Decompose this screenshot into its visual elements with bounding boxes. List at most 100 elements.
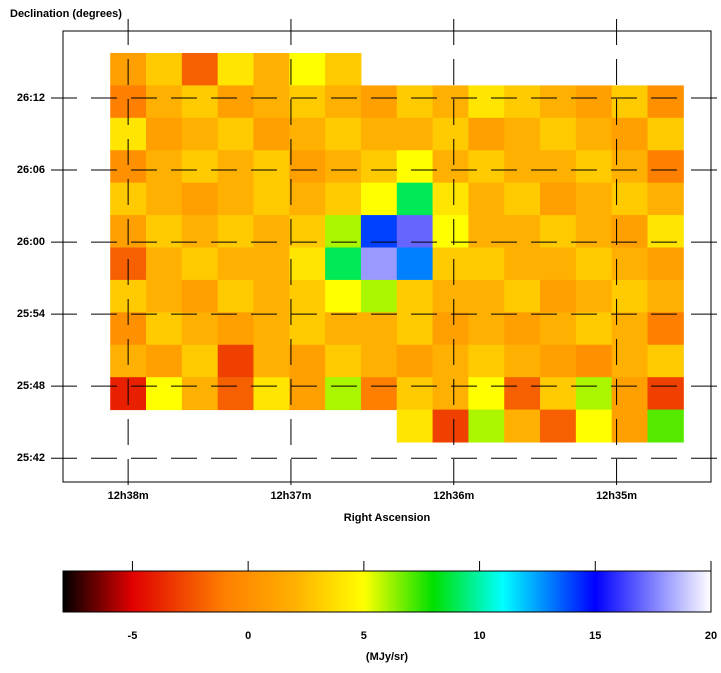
pixel bbox=[181, 247, 219, 281]
pixel bbox=[253, 344, 290, 378]
pixel bbox=[217, 182, 254, 216]
pixel bbox=[611, 409, 649, 443]
pixel bbox=[575, 409, 613, 443]
pixel bbox=[575, 279, 613, 313]
pixel bbox=[611, 377, 649, 411]
pixel bbox=[432, 215, 469, 248]
colorbar-tick-label: 0 bbox=[245, 630, 251, 642]
colorbar-tick-label: 15 bbox=[589, 630, 601, 642]
pixel bbox=[432, 409, 469, 443]
pixel bbox=[396, 117, 434, 151]
pixel bbox=[504, 279, 541, 313]
pixel bbox=[432, 117, 469, 151]
pixel bbox=[325, 312, 362, 346]
pixel bbox=[289, 117, 326, 151]
pixel bbox=[181, 377, 219, 411]
pixel bbox=[540, 247, 577, 281]
pixel bbox=[396, 150, 434, 184]
pixel bbox=[432, 344, 469, 378]
pixel bbox=[540, 409, 577, 443]
pixel bbox=[325, 117, 362, 151]
pixel bbox=[647, 215, 684, 248]
pixel bbox=[217, 247, 254, 281]
pixel bbox=[432, 150, 469, 184]
pixel bbox=[360, 344, 398, 378]
pixel bbox=[253, 279, 290, 313]
pixel bbox=[647, 117, 684, 151]
pixel bbox=[146, 182, 183, 216]
pixel bbox=[289, 247, 326, 281]
pixel bbox=[468, 279, 505, 313]
pixel bbox=[253, 377, 290, 411]
pixel bbox=[217, 279, 254, 313]
pixel bbox=[468, 182, 505, 216]
pixel bbox=[575, 247, 613, 281]
pixel bbox=[396, 279, 434, 313]
pixel bbox=[253, 215, 290, 248]
x-axis-title: Right Ascension bbox=[344, 512, 431, 524]
pixel bbox=[146, 377, 183, 411]
pixel bbox=[325, 182, 362, 216]
pixel bbox=[432, 312, 469, 346]
pixel bbox=[325, 344, 362, 378]
pixel bbox=[289, 344, 326, 378]
pixel bbox=[360, 85, 398, 119]
pixel bbox=[360, 215, 398, 248]
pixel bbox=[504, 409, 541, 443]
pixel bbox=[647, 279, 684, 313]
pixel bbox=[396, 182, 434, 216]
pixel bbox=[575, 117, 613, 151]
pixel bbox=[146, 150, 183, 184]
pixel bbox=[504, 182, 541, 216]
pixel bbox=[432, 247, 469, 281]
pixel bbox=[611, 215, 649, 248]
pixel bbox=[504, 215, 541, 248]
pixel bbox=[360, 247, 398, 281]
pixel bbox=[540, 182, 577, 216]
pixel bbox=[468, 85, 505, 119]
pixel bbox=[360, 117, 398, 151]
pixel bbox=[325, 150, 362, 184]
pixel bbox=[181, 150, 219, 184]
pixel bbox=[217, 312, 254, 346]
pixel bbox=[540, 85, 577, 119]
pixel bbox=[253, 182, 290, 216]
pixel bbox=[146, 247, 183, 281]
pixel bbox=[217, 377, 254, 411]
pixel bbox=[289, 377, 326, 411]
pixel bbox=[253, 117, 290, 151]
pixel bbox=[504, 85, 541, 119]
pixel bbox=[575, 182, 613, 216]
pixel bbox=[181, 117, 219, 151]
pixel bbox=[540, 279, 577, 313]
pixel bbox=[146, 312, 183, 346]
pixel bbox=[504, 344, 541, 378]
pixel bbox=[396, 85, 434, 119]
colorbar-tick-label: -5 bbox=[128, 630, 138, 642]
pixel bbox=[253, 150, 290, 184]
pixel bbox=[432, 279, 469, 313]
pixel bbox=[217, 215, 254, 248]
pixel bbox=[146, 85, 183, 119]
pixel bbox=[396, 312, 434, 346]
pixel bbox=[611, 247, 649, 281]
pixel bbox=[181, 52, 219, 86]
pixel bbox=[432, 377, 469, 411]
pixel bbox=[325, 247, 362, 281]
pixel bbox=[575, 215, 613, 248]
pixel bbox=[289, 182, 326, 216]
y-tick-label: 25:48 bbox=[17, 380, 45, 392]
pixel bbox=[396, 247, 434, 281]
x-tick-label: 12h37m bbox=[270, 490, 311, 502]
pixel bbox=[146, 52, 183, 86]
pixel bbox=[325, 377, 362, 411]
pixel bbox=[217, 85, 254, 119]
pixel bbox=[181, 279, 219, 313]
pixel bbox=[325, 215, 362, 248]
pixel bbox=[647, 377, 684, 411]
pixel bbox=[289, 150, 326, 184]
pixel bbox=[647, 409, 684, 443]
pixel bbox=[647, 344, 684, 378]
y-tick-label: 26:00 bbox=[17, 236, 45, 248]
pixel bbox=[540, 150, 577, 184]
